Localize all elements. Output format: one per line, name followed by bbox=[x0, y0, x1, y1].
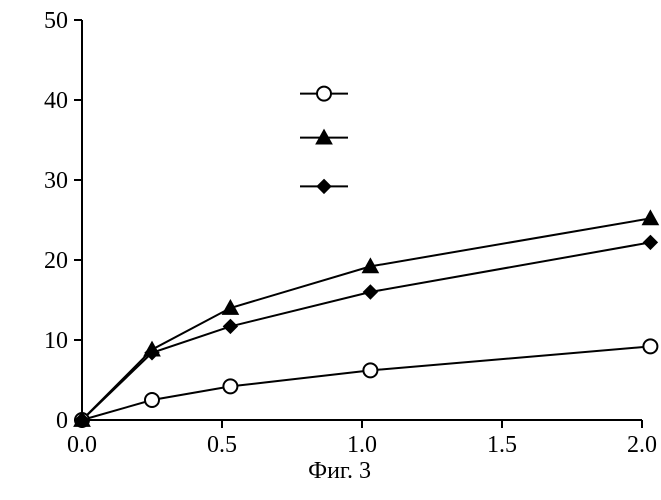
y-tick-label: 50 bbox=[44, 8, 68, 34]
series-triangle-marker bbox=[642, 210, 658, 224]
legend-marker-series-diamond bbox=[317, 179, 331, 193]
axes bbox=[82, 20, 642, 420]
series-circle-marker bbox=[223, 379, 237, 393]
legend-marker-series-circle bbox=[317, 87, 331, 101]
y-tick-label: 40 bbox=[44, 88, 68, 114]
y-tick-label: 30 bbox=[44, 168, 68, 194]
y-tick-label: 10 bbox=[44, 328, 68, 354]
x-tick-label: 1.5 bbox=[487, 432, 517, 458]
series-circle-marker bbox=[363, 363, 377, 377]
series-circle-line bbox=[82, 346, 650, 420]
series-circle-marker bbox=[145, 393, 159, 407]
series-diamond-marker bbox=[223, 319, 237, 333]
series-diamond-marker bbox=[643, 235, 657, 249]
x-tick-label: 0.5 bbox=[207, 432, 237, 458]
figure-caption: Фиг. 3 bbox=[308, 458, 371, 484]
series-circle-marker bbox=[643, 339, 657, 353]
x-tick-label: 2.0 bbox=[627, 432, 657, 458]
series-diamond-marker bbox=[363, 285, 377, 299]
y-tick-label: 20 bbox=[44, 248, 68, 274]
x-tick-label: 0.0 bbox=[67, 432, 97, 458]
y-tick-label: 0 bbox=[56, 408, 68, 434]
x-tick-label: 1.0 bbox=[347, 432, 377, 458]
series-triangle-line bbox=[82, 218, 650, 420]
